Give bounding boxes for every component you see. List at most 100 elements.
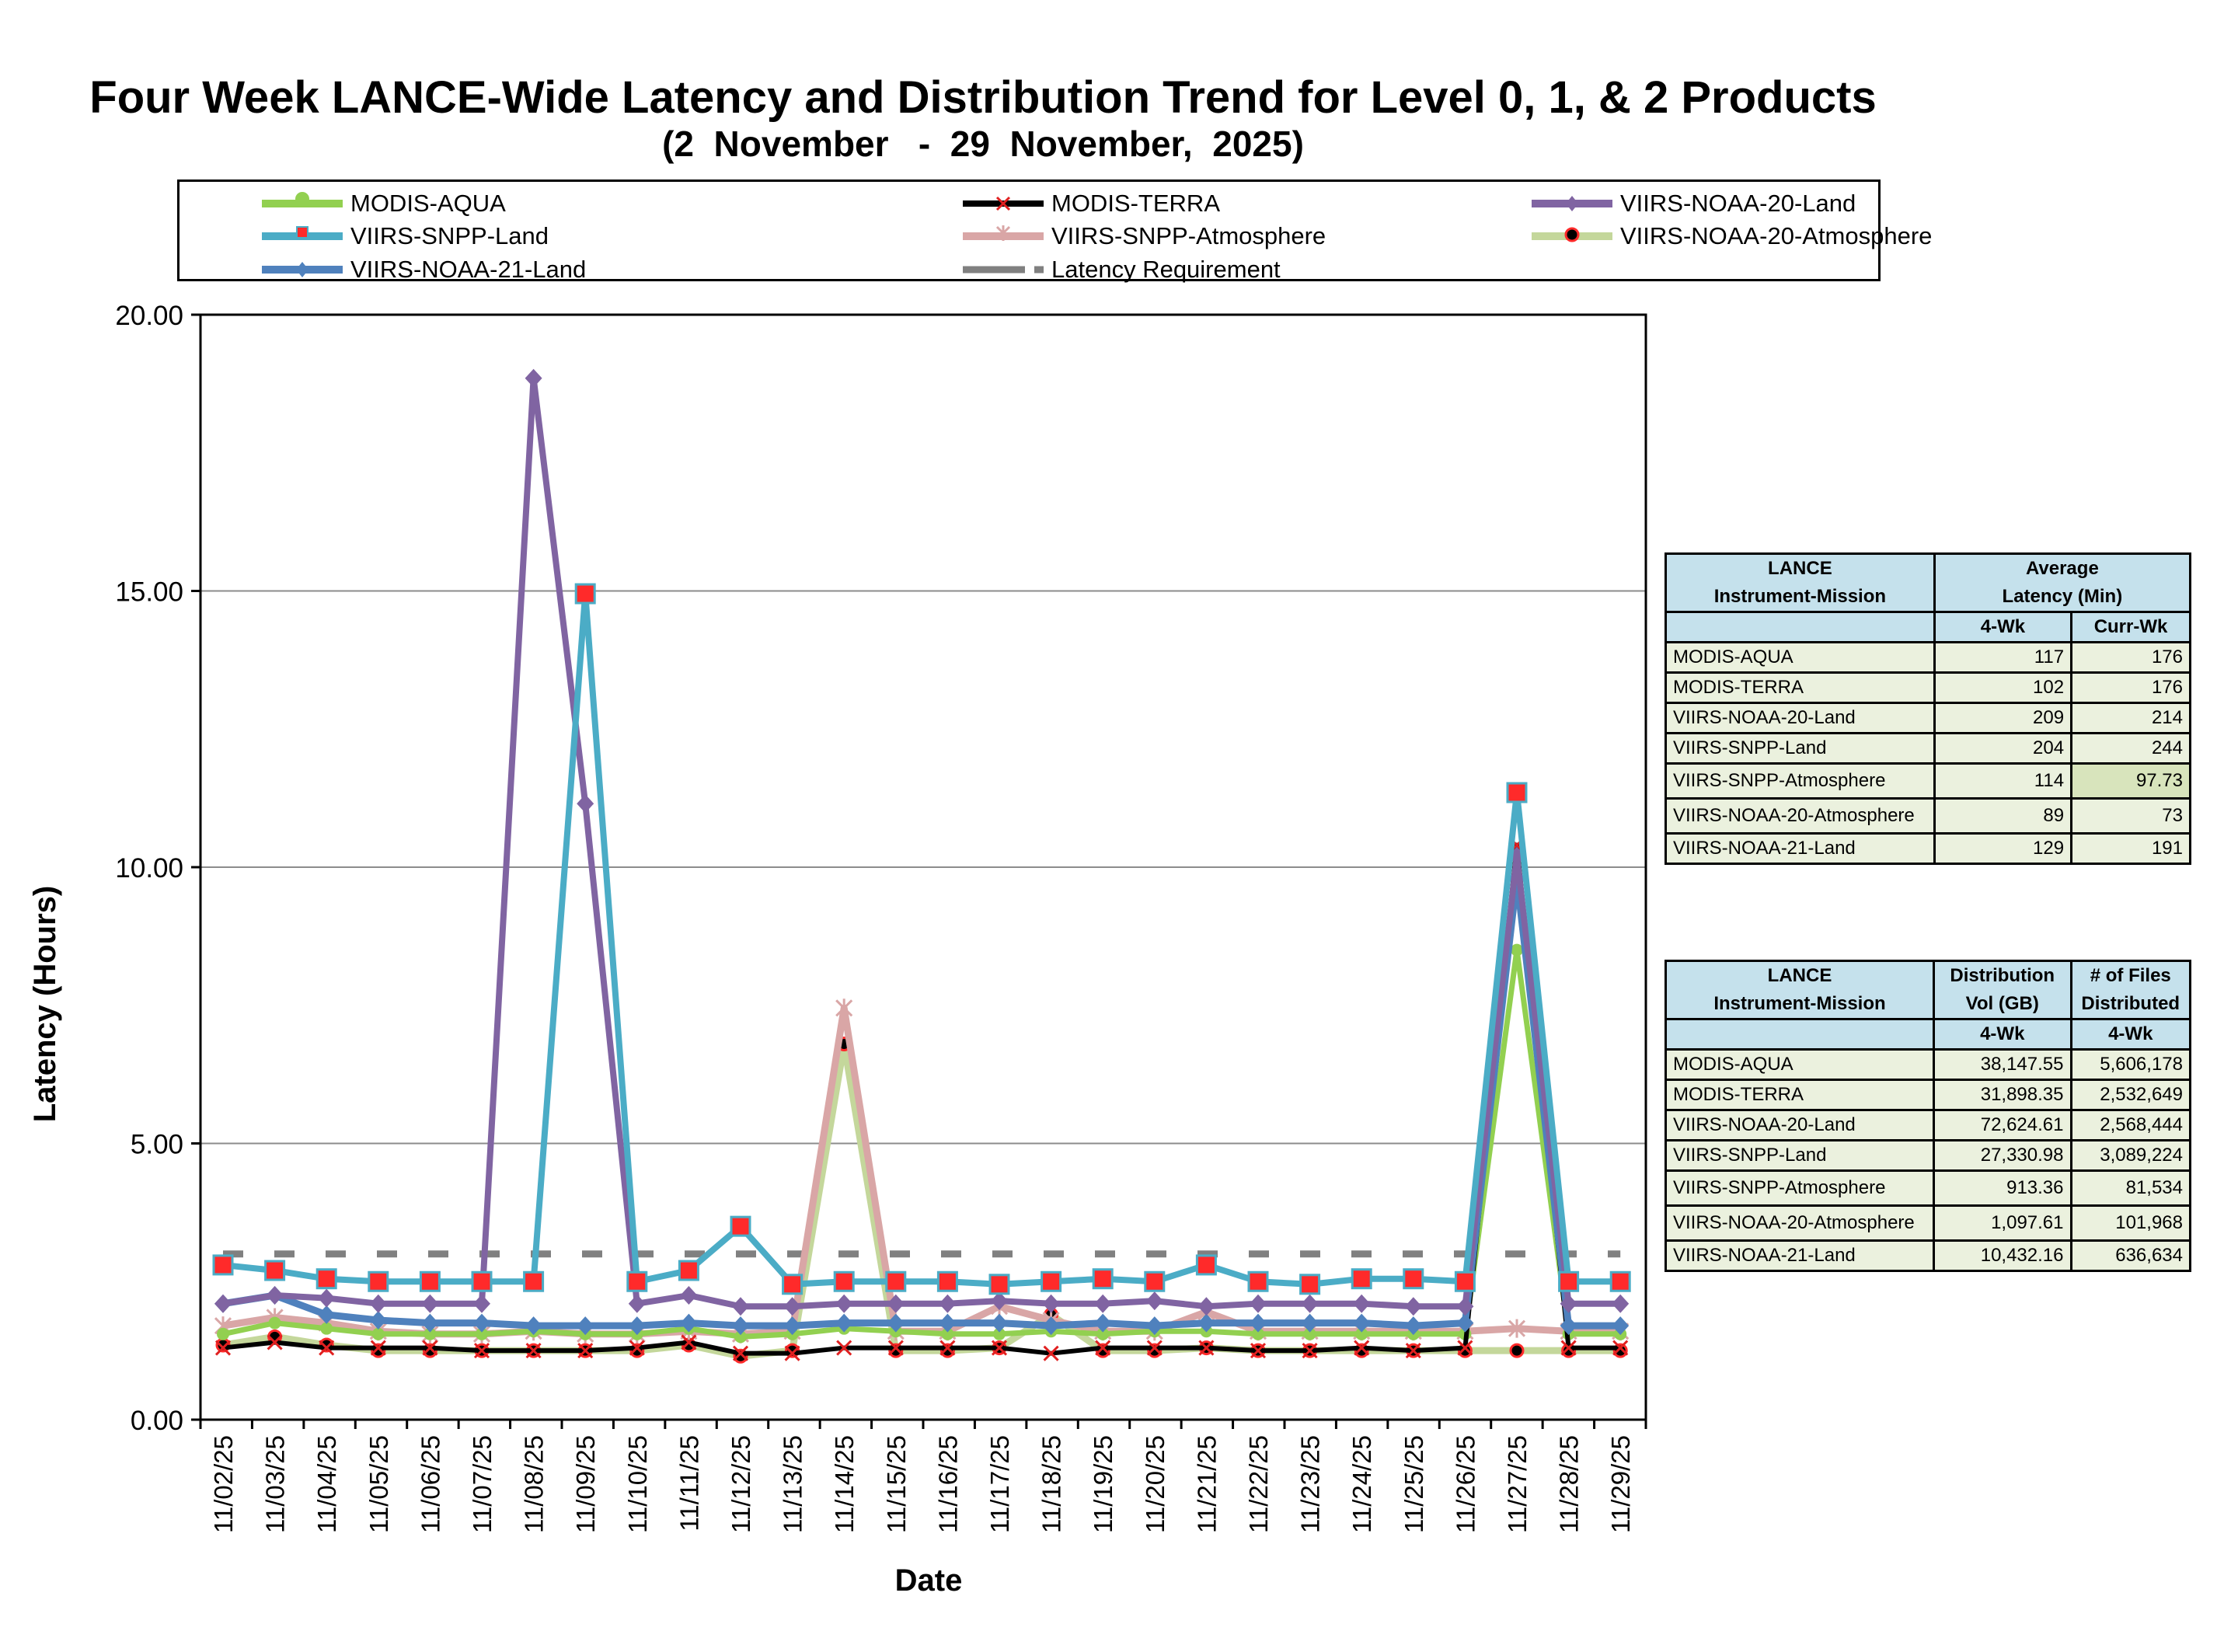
- data-point: [421, 1313, 439, 1333]
- distribution-subheader-files-4wk: 4-Wk: [2069, 1018, 2191, 1051]
- data-point: [783, 1316, 801, 1336]
- data-point: [1250, 1343, 1267, 1359]
- data-point: [1454, 1270, 1476, 1292]
- x-tick-label: 11/25/25: [1400, 1435, 1428, 1533]
- y-tick-label: 10.00: [115, 853, 183, 884]
- data-point: [1247, 1270, 1269, 1292]
- series-line: [222, 947, 1621, 1340]
- data-point: [732, 1297, 749, 1316]
- table-row: VIIRS-SNPP-Atmosphere 913.36 81,534: [1665, 1169, 2191, 1207]
- data-point: [885, 1270, 907, 1292]
- data-point: [1250, 1294, 1267, 1313]
- data-point: [1560, 1294, 1577, 1313]
- table-row: MODIS-TERRA 102 176: [1665, 671, 2191, 704]
- x-axis-title: Date: [894, 1563, 963, 1598]
- data-point: [939, 1340, 956, 1356]
- x-tick-label: 11/24/25: [1347, 1435, 1376, 1533]
- data-point: [315, 1268, 337, 1290]
- legend-line-icon: [262, 192, 343, 207]
- x-tick-label: 11/03/25: [261, 1435, 290, 1533]
- data-point: [1302, 1343, 1318, 1359]
- legend-line-icon: [1532, 227, 1612, 242]
- data-point: [214, 1340, 232, 1356]
- data-point: [264, 1260, 286, 1281]
- data-point: [629, 1340, 645, 1356]
- data-point: [523, 1270, 545, 1292]
- distribution-header-files: # of Files Distributed: [2069, 960, 2191, 1020]
- x-tick-label: 11/28/25: [1555, 1435, 1584, 1533]
- x-tick-label: 11/05/25: [364, 1435, 393, 1533]
- latency-header-mission: LANCE Instrument-Mission: [1665, 552, 1936, 613]
- legend-label: VIIRS-NOAA-20-Atmosphere: [1620, 222, 1933, 249]
- data-point: [991, 1291, 1008, 1311]
- x-tick-label: 11/12/25: [727, 1435, 755, 1533]
- data-point: [1508, 1319, 1526, 1338]
- data-point: [1404, 1316, 1422, 1336]
- data-point: [217, 1327, 229, 1340]
- legend-label: MODIS-TERRA: [1051, 190, 1220, 217]
- y-tick-label: 15.00: [115, 577, 183, 608]
- table-row: VIIRS-NOAA-20-Land 72,624.61 2,568,444: [1665, 1109, 2191, 1141]
- data-point: [1609, 1270, 1631, 1292]
- series-viirs-noaa-20-land: [214, 368, 1630, 1316]
- data-point: [371, 1327, 385, 1340]
- data-point: [1511, 943, 1523, 957]
- data-point: [473, 1313, 490, 1333]
- data-point: [1351, 1268, 1372, 1290]
- data-point: [1096, 1327, 1110, 1340]
- data-point: [1095, 1340, 1111, 1356]
- table-row: VIIRS-NOAA-20-Atmosphere 89 73: [1665, 797, 2191, 835]
- data-point: [1353, 1294, 1371, 1313]
- data-point: [887, 1294, 905, 1313]
- data-point: [732, 1316, 749, 1336]
- data-point: [680, 1286, 698, 1305]
- data-point: [1195, 1254, 1217, 1276]
- data-point: [368, 1270, 389, 1292]
- table-row: VIIRS-NOAA-21-Land 10,432.16 636,634: [1665, 1239, 2191, 1272]
- data-point: [835, 1294, 853, 1313]
- data-point: [574, 583, 596, 605]
- x-tick-label: 11/11/25: [675, 1435, 703, 1532]
- data-point: [525, 368, 542, 388]
- legend-line-icon: [262, 262, 343, 277]
- series-line: [222, 591, 1621, 1288]
- data-point: [628, 1316, 646, 1336]
- data-point: [783, 1297, 801, 1316]
- data-point: [1042, 1316, 1060, 1336]
- data-point: [1354, 1340, 1370, 1356]
- data-point: [473, 1343, 490, 1359]
- x-tick-label: 11/19/25: [1089, 1435, 1117, 1533]
- latency-table: LANCE Instrument-Mission Average Latency (…: [1665, 552, 2192, 865]
- distribution-subheader-vol-4wk: 4-Wk: [1933, 1018, 2072, 1051]
- data-point: [835, 1313, 853, 1333]
- data-point: [266, 1286, 284, 1305]
- data-point: [1250, 1313, 1267, 1333]
- data-point: [887, 1340, 904, 1356]
- data-point: [833, 1270, 855, 1292]
- data-point: [1612, 1316, 1630, 1336]
- table-row: MODIS-AQUA 38,147.55 5,606,178: [1665, 1048, 2191, 1081]
- table-row: MODIS-TERRA 31,898.35 2,532,649: [1665, 1079, 2191, 1111]
- table-row: VIIRS-SNPP-Atmosphere 114 97.73: [1665, 762, 2191, 800]
- y-tick-label: 5.00: [131, 1130, 183, 1160]
- data-point: [424, 1327, 437, 1340]
- data-point: [422, 1340, 438, 1356]
- data-point: [318, 1288, 336, 1308]
- data-point: [734, 1330, 747, 1344]
- legend-label: MODIS-AQUA: [350, 190, 506, 217]
- x-tick-label: 11/07/25: [468, 1435, 497, 1533]
- data-point: [473, 1294, 490, 1313]
- data-point: [1560, 1316, 1577, 1336]
- distribution-table: LANCE Instrument-Mission Distribution Vol …: [1665, 960, 2191, 1272]
- x-tick-label: 11/06/25: [416, 1435, 444, 1533]
- data-point: [1197, 1313, 1215, 1333]
- series-line: [222, 842, 1621, 1356]
- legend-line-icon: [963, 266, 1044, 274]
- x-tick-label: 11/23/25: [1296, 1435, 1325, 1533]
- data-point: [1405, 1343, 1421, 1359]
- x-tick-label: 11/21/25: [1192, 1435, 1221, 1533]
- data-point: [936, 1270, 958, 1292]
- data-point: [1198, 1340, 1215, 1356]
- data-point: [1252, 1327, 1264, 1340]
- y-axis-title: Latency (Hours): [28, 885, 62, 1123]
